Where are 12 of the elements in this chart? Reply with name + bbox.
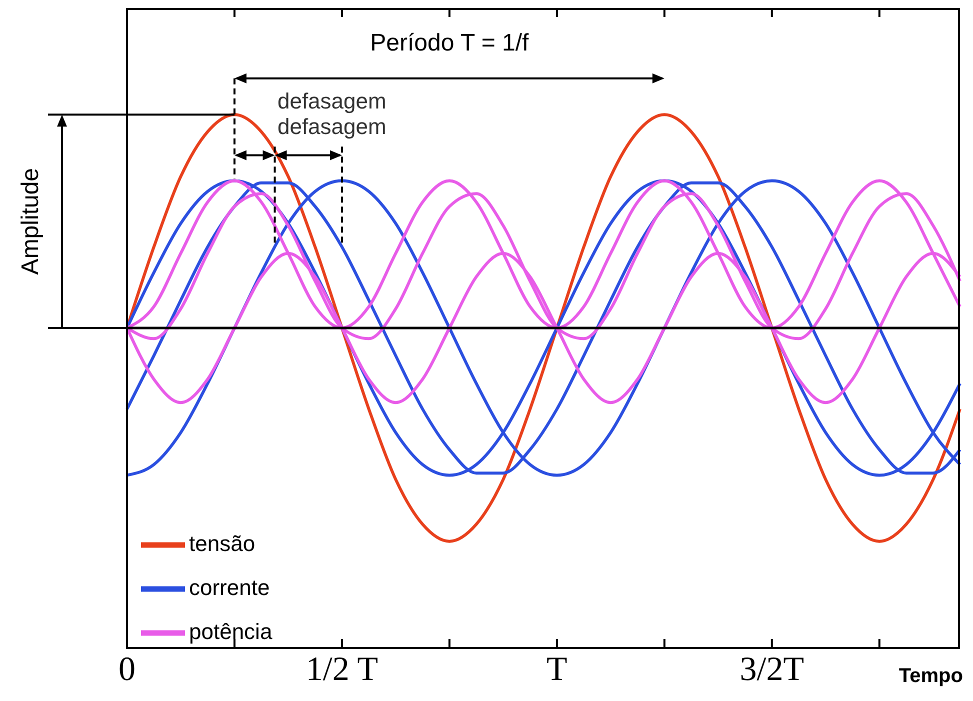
- x-axis-title: Tempo: [898, 665, 963, 687]
- legend-label: tensão: [189, 530, 256, 556]
- text: defasagem: [277, 88, 386, 114]
- x-tick-label: T: [546, 651, 568, 688]
- x-tick-label: 0: [118, 651, 136, 688]
- text: Período T = 1/f: [370, 30, 530, 57]
- legend-label: potência: [189, 618, 272, 644]
- x-tick-label: 1/2 T: [306, 651, 378, 688]
- y-axis-title: Amplitude: [17, 168, 44, 275]
- annotation: defasagem: [277, 114, 386, 139]
- x-tick-label: 3/2T: [740, 651, 804, 688]
- legend-label: corrente: [189, 574, 270, 600]
